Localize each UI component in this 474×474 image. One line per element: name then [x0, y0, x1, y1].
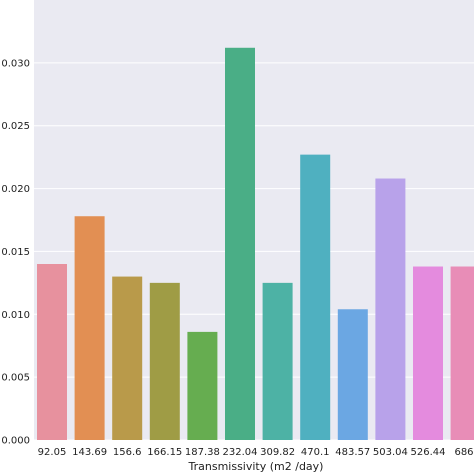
x-tick-label: 483.57	[335, 447, 370, 458]
bar	[262, 282, 293, 440]
y-tick-label: 0.010	[1, 310, 30, 321]
gridlines	[34, 62, 474, 441]
x-tick-label: 156.6	[113, 447, 142, 458]
bar	[413, 266, 443, 440]
y-tick-label: 0.015	[1, 247, 30, 258]
x-tick-label: 686.	[454, 447, 474, 458]
bar	[37, 264, 67, 440]
x-tick-label: 470.1	[301, 447, 330, 458]
bar	[149, 282, 180, 440]
x-tick-label: 309.82	[260, 447, 295, 458]
x-tick-label: 143.69	[72, 447, 107, 458]
bar	[225, 47, 255, 441]
bar	[450, 266, 474, 440]
x-tick-label: 187.38	[185, 447, 220, 458]
bar	[187, 331, 218, 440]
x-tick-label: 526.44	[411, 447, 446, 458]
x-tick-label: 232.04	[223, 447, 258, 458]
x-tick-label: 503.04	[373, 447, 408, 458]
y-tick-label: 0.025	[1, 121, 30, 132]
bar	[74, 216, 105, 440]
y-tick-label: 0.005	[1, 373, 30, 384]
y-tick-label: 0.000	[1, 436, 30, 447]
bar	[300, 154, 331, 440]
bars	[37, 47, 474, 441]
x-axis-title: Transmissivity (m2 /day)	[188, 460, 324, 473]
y-tick-label: 0.020	[1, 184, 30, 195]
y-tick-labels: 0.000 0.005 0.010 0.015 0.020 0.025 0.030	[1, 58, 30, 446]
bar	[337, 309, 368, 440]
x-tick-label: 166.15	[147, 447, 182, 458]
y-tick-label: 0.030	[1, 58, 30, 69]
x-tick-label: 92.05	[38, 447, 67, 458]
bar	[112, 276, 143, 440]
x-tick-labels: 92.05 143.69 156.6 166.15 187.38 232.04 309.82…	[38, 447, 474, 458]
bar	[375, 178, 406, 440]
